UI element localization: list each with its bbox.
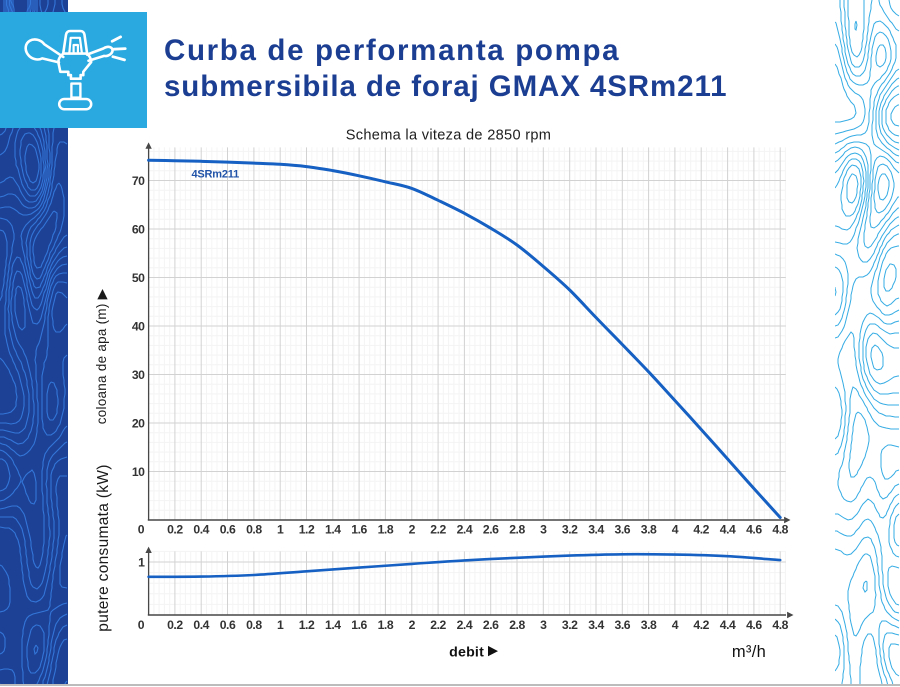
svg-text:60: 60	[132, 223, 145, 237]
svg-text:3: 3	[540, 618, 547, 632]
svg-text:1.4: 1.4	[325, 523, 341, 537]
svg-text:m³/h: m³/h	[732, 643, 766, 661]
svg-text:3.8: 3.8	[641, 523, 657, 537]
svg-text:4.4: 4.4	[720, 523, 736, 537]
svg-text:50: 50	[132, 271, 145, 285]
svg-text:70: 70	[132, 174, 145, 188]
svg-text:1: 1	[277, 523, 284, 537]
svg-text:0.6: 0.6	[220, 618, 236, 632]
svg-text:2.8: 2.8	[509, 523, 525, 537]
svg-text:3.4: 3.4	[588, 618, 604, 632]
svg-text:0.8: 0.8	[246, 523, 262, 537]
svg-text:3.2: 3.2	[562, 523, 578, 537]
svg-text:1.6: 1.6	[351, 523, 367, 537]
svg-text:30: 30	[132, 368, 145, 382]
svg-text:20: 20	[132, 417, 145, 431]
svg-text:coloana de apa (m) ▶: coloana de apa (m) ▶	[94, 289, 109, 424]
svg-text:4.6: 4.6	[746, 618, 762, 632]
svg-text:1: 1	[277, 618, 284, 632]
svg-text:3: 3	[540, 523, 547, 537]
svg-text:0.4: 0.4	[193, 523, 209, 537]
svg-text:0.8: 0.8	[246, 618, 262, 632]
svg-text:Schema la viteza de 2850 rpm: Schema la viteza de 2850 rpm	[346, 128, 552, 144]
svg-text:2.2: 2.2	[430, 618, 446, 632]
svg-text:0.6: 0.6	[220, 523, 236, 537]
svg-text:1.8: 1.8	[378, 523, 394, 537]
svg-text:2.4: 2.4	[457, 618, 473, 632]
svg-text:putere consumata (kW): putere consumata (kW)	[95, 464, 112, 631]
svg-text:4.2: 4.2	[693, 523, 709, 537]
svg-text:3.6: 3.6	[615, 523, 631, 537]
svg-text:1.6: 1.6	[351, 618, 367, 632]
svg-text:0: 0	[138, 618, 145, 632]
svg-text:1: 1	[138, 556, 145, 570]
svg-text:3.8: 3.8	[641, 618, 657, 632]
svg-text:3.4: 3.4	[588, 523, 604, 537]
svg-text:2.6: 2.6	[483, 523, 499, 537]
svg-text:2: 2	[409, 618, 416, 632]
svg-text:4.6: 4.6	[746, 523, 762, 537]
svg-text:1.8: 1.8	[378, 618, 394, 632]
svg-text:0.2: 0.2	[167, 618, 183, 632]
svg-text:1.2: 1.2	[299, 618, 315, 632]
svg-text:4: 4	[672, 618, 679, 632]
svg-text:0.4: 0.4	[193, 618, 209, 632]
svg-text:3.2: 3.2	[562, 618, 578, 632]
svg-text:4: 4	[672, 523, 679, 537]
svg-text:4.2: 4.2	[693, 618, 709, 632]
svg-text:2.4: 2.4	[457, 523, 473, 537]
svg-text:3.6: 3.6	[615, 618, 631, 632]
svg-text:10: 10	[132, 465, 145, 479]
svg-text:4.4: 4.4	[720, 618, 736, 632]
svg-text:1.2: 1.2	[299, 523, 315, 537]
svg-text:debit: debit	[449, 645, 484, 661]
svg-text:4SRm211: 4SRm211	[192, 168, 240, 180]
svg-text:2.8: 2.8	[509, 618, 525, 632]
svg-text:0: 0	[138, 523, 145, 537]
svg-text:1.4: 1.4	[325, 618, 341, 632]
svg-text:2.2: 2.2	[430, 523, 446, 537]
svg-text:0.2: 0.2	[167, 523, 183, 537]
svg-text:2: 2	[409, 523, 416, 537]
svg-text:40: 40	[132, 320, 145, 334]
svg-text:2.6: 2.6	[483, 618, 499, 632]
svg-text:4.8: 4.8	[772, 618, 788, 632]
svg-text:4.8: 4.8	[772, 523, 788, 537]
